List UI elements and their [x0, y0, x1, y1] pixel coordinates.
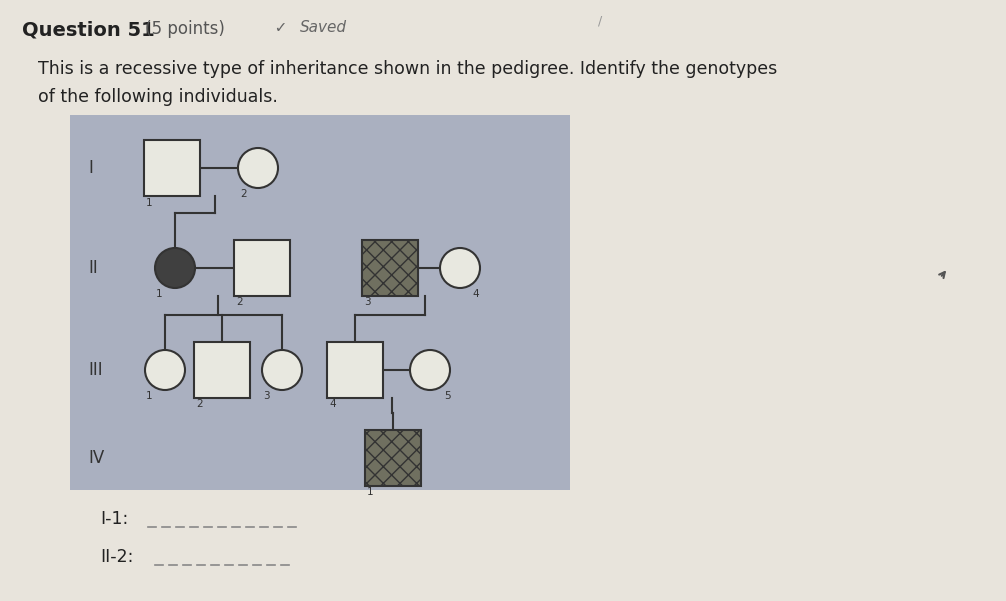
Bar	[144, 140, 200, 196]
Text: 1: 1	[146, 391, 153, 401]
Bar	[234, 240, 290, 296]
Text: Question 51: Question 51	[22, 20, 155, 39]
Text: ✓: ✓	[260, 20, 297, 35]
Circle shape	[145, 350, 185, 390]
Circle shape	[262, 350, 302, 390]
Text: /: /	[598, 14, 603, 27]
Circle shape	[410, 350, 450, 390]
Text: 3: 3	[263, 391, 270, 401]
Text: This is a recessive type of inheritance shown in the pedigree. Identify the geno: This is a recessive type of inheritance …	[38, 60, 778, 78]
Text: (5 points): (5 points)	[140, 20, 225, 38]
Text: 4: 4	[329, 399, 336, 409]
Text: 1: 1	[146, 198, 153, 208]
Bar	[327, 342, 383, 398]
Text: 3: 3	[364, 297, 370, 307]
Text: 2: 2	[240, 189, 246, 199]
Bar	[70, 115, 570, 490]
Text: I-1:: I-1:	[100, 510, 128, 528]
Bar	[365, 430, 421, 486]
Text: 1: 1	[367, 487, 373, 497]
Bar	[362, 240, 418, 296]
Text: 4: 4	[472, 289, 479, 299]
Circle shape	[440, 248, 480, 288]
Text: II-2:: II-2:	[100, 548, 134, 566]
Text: 2: 2	[236, 297, 242, 307]
Text: 2: 2	[196, 399, 202, 409]
Text: II: II	[88, 259, 98, 277]
Text: 5: 5	[444, 391, 451, 401]
Circle shape	[238, 148, 278, 188]
Circle shape	[155, 248, 195, 288]
Text: of the following individuals.: of the following individuals.	[38, 88, 278, 106]
Text: IV: IV	[88, 449, 105, 467]
Bar	[194, 342, 250, 398]
Text: III: III	[88, 361, 103, 379]
Text: 1: 1	[156, 289, 163, 299]
Text: Saved: Saved	[300, 20, 347, 35]
Text: I: I	[88, 159, 93, 177]
